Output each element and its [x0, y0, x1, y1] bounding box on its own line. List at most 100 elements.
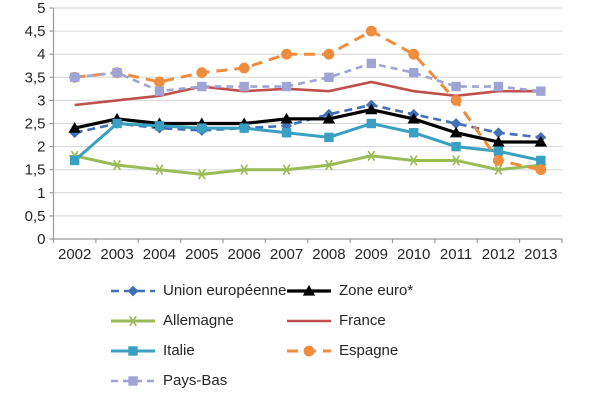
x-tick-label: 2012	[482, 246, 515, 263]
legend-label-allemagne: Allemagne	[163, 312, 234, 329]
series-line-pays-bas	[74, 62, 541, 93]
marker-star	[153, 164, 165, 175]
x-tick-label: 2005	[185, 246, 218, 263]
series-line-france	[74, 80, 541, 107]
y-tick-label: 4	[37, 46, 45, 63]
marker-triangle	[322, 112, 336, 124]
series-line-espagne	[74, 29, 542, 172]
marker-square	[197, 81, 207, 92]
marker-circle	[450, 95, 462, 106]
marker-square	[493, 81, 504, 92]
marker-square	[69, 155, 80, 166]
chart-legend: Union européenne Zone euro* Allemagne Fr…	[110, 280, 600, 392]
x-tick-label: 2004	[143, 246, 176, 263]
marker-square	[408, 67, 419, 78]
y-tick-label: 1	[37, 185, 45, 202]
marker-circle	[493, 155, 504, 166]
marker-square	[154, 86, 165, 96]
x-tick-label: 2006	[228, 246, 261, 263]
marker-diamond	[450, 118, 462, 129]
legend-item-espagne: Espagne	[286, 340, 516, 362]
marker-circle	[238, 62, 250, 74]
marker-square	[154, 121, 165, 131]
marker-star	[281, 164, 293, 175]
legend-label-france: France	[339, 312, 386, 329]
legend-item-france: France	[286, 310, 516, 332]
y-tick-label: 0	[37, 231, 45, 248]
marker-square	[451, 141, 461, 152]
legend-marker-pays-bas-icon	[111, 376, 155, 386]
legend-label-italie: Italie	[163, 342, 195, 359]
marker-square	[239, 123, 249, 133]
marker-square	[366, 58, 377, 69]
x-tick-label: 2008	[312, 246, 345, 263]
marker-triangle	[492, 135, 505, 147]
x-tick-label: 2013	[524, 246, 557, 263]
series-markers-pays-bas	[69, 58, 546, 96]
marker-star	[323, 159, 335, 171]
marker-square	[112, 118, 122, 129]
legend-item-allemagne: Allemagne	[110, 310, 286, 332]
marker-circle	[323, 48, 335, 60]
marker-square	[366, 118, 377, 129]
legend-item-zone-euro: Zone euro*	[286, 280, 516, 302]
y-tick-label: 3	[37, 92, 45, 109]
marker-star	[365, 150, 377, 162]
legend-marker-zone-euro-icon	[287, 285, 331, 296]
marker-triangle	[302, 285, 316, 296]
marker-circle	[408, 48, 420, 60]
y-tick-label: 1,5	[25, 162, 46, 179]
series-line-allemagne	[74, 154, 541, 176]
x-tick-label: 2003	[100, 246, 133, 263]
marker-star	[238, 164, 250, 175]
marker-square	[536, 86, 546, 96]
legend-label-espagne: Espagne	[339, 342, 399, 359]
line-chart: 0 0,5 1 1,5 2 2,5 3 3,5 4 4,5 5 2002 2003 2004 2005 200…	[25, 0, 563, 263]
marker-circle	[281, 48, 292, 60]
y-tick-label: 2	[37, 139, 45, 156]
marker-square	[281, 128, 292, 138]
x-tick-label: 2007	[270, 246, 303, 263]
legend-marker-allemagne-icon	[111, 315, 155, 327]
series-line-italie	[73, 121, 542, 162]
marker-triangle	[68, 122, 81, 133]
y-tick-label: 0,5	[25, 208, 46, 225]
marker-triangle	[534, 135, 548, 147]
legend-marker-france-icon	[287, 319, 331, 323]
marker-circle	[535, 164, 547, 176]
marker-square	[128, 376, 138, 386]
marker-circle	[196, 67, 208, 79]
marker-square	[239, 81, 249, 92]
legend-label-union-europeenne: Union européenne	[163, 282, 287, 299]
x-tick-label: 2002	[58, 246, 91, 263]
legend-item-union-europeenne: Union européenne	[110, 280, 286, 302]
legend-label-pays-bas: Pays-Bas	[163, 372, 228, 389]
marker-diamond	[69, 127, 81, 139]
legend-marker-espagne-icon	[287, 345, 331, 357]
marker-square	[112, 67, 122, 78]
marker-diamond	[493, 127, 504, 139]
marker-square	[536, 155, 546, 166]
y-tick-label: 4,5	[25, 23, 46, 40]
marker-diamond	[127, 285, 139, 297]
marker-star	[127, 315, 139, 327]
marker-square	[324, 72, 334, 82]
marker-square	[408, 128, 419, 138]
legend-label-zone-euro: Zone euro*	[339, 282, 414, 299]
series-markers-italie	[69, 118, 546, 166]
marker-square	[197, 123, 207, 133]
marker-star	[450, 155, 462, 166]
marker-square	[69, 72, 80, 82]
y-tick-label: 3,5	[25, 69, 46, 86]
legend-item-pays-bas: Pays-Bas	[110, 370, 286, 392]
legend-marker-italie-icon	[111, 346, 155, 356]
marker-circle	[303, 345, 315, 357]
marker-square	[128, 346, 138, 356]
marker-circle	[154, 76, 165, 88]
y-tick-label: 2,5	[25, 116, 46, 133]
marker-triangle	[449, 126, 463, 138]
marker-triangle	[365, 103, 378, 115]
marker-square	[493, 146, 504, 156]
marker-star	[492, 164, 504, 175]
